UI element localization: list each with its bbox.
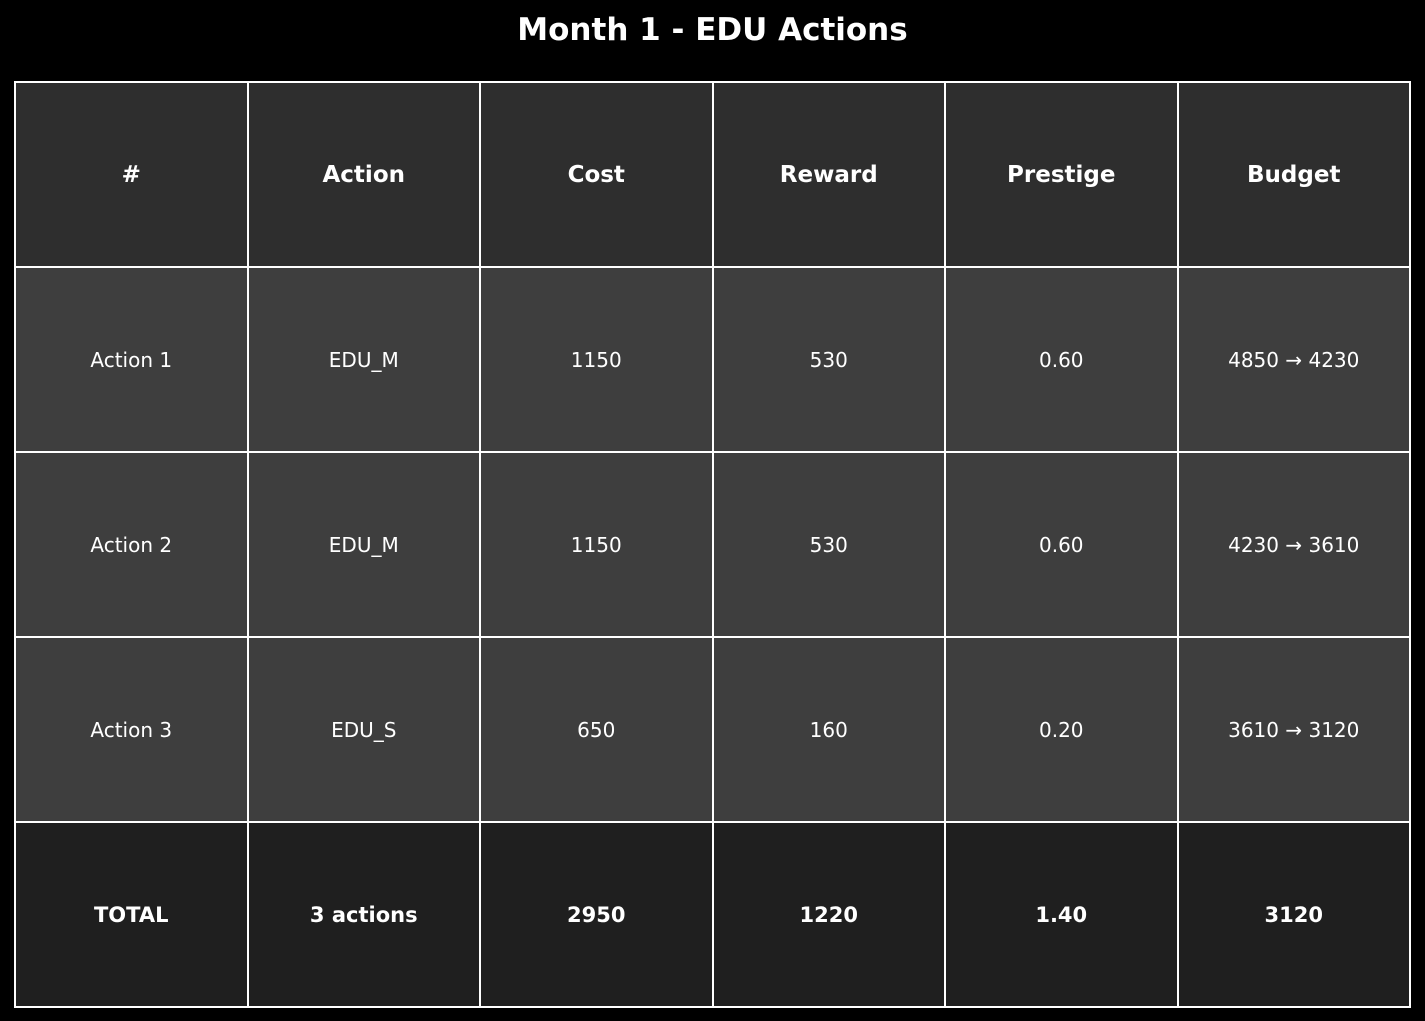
actions-table: # Action Cost Reward Prestige Budget Act…: [14, 81, 1411, 1008]
chart-title: Month 1 - EDU Actions: [517, 12, 908, 48]
cell-action: EDU_M: [246, 451, 481, 638]
cell-action: EDU_M: [246, 266, 481, 453]
table-row: Action 3 EDU_S 650 160 0.20 3610 → 3120: [14, 636, 1411, 823]
cell-budget: 3610 → 3120: [1176, 636, 1411, 823]
total-cell-action-count: 3 actions: [246, 821, 481, 1008]
header-cell-cost: Cost: [479, 81, 714, 268]
header-row: # Action Cost Reward Prestige Budget: [14, 81, 1411, 268]
table-row: Action 2 EDU_M 1150 530 0.60 4230 → 3610: [14, 451, 1411, 638]
cell-budget: 4850 → 4230: [1176, 266, 1411, 453]
header-cell-action: Action: [246, 81, 481, 268]
cell-prestige: 0.60: [944, 451, 1179, 638]
cell-budget: 4230 → 3610: [1176, 451, 1411, 638]
table-row: Action 1 EDU_M 1150 530 0.60 4850 → 4230: [14, 266, 1411, 453]
cell-number: Action 1: [14, 266, 249, 453]
cell-cost: 650: [479, 636, 714, 823]
header-cell-number: #: [14, 81, 249, 268]
total-cell-cost: 2950: [479, 821, 714, 1008]
cell-cost: 1150: [479, 451, 714, 638]
cell-reward: 530: [711, 266, 946, 453]
cell-action: EDU_S: [246, 636, 481, 823]
cell-reward: 160: [711, 636, 946, 823]
cell-cost: 1150: [479, 266, 714, 453]
header-cell-reward: Reward: [711, 81, 946, 268]
total-cell-prestige: 1.40: [944, 821, 1179, 1008]
total-cell-label: TOTAL: [14, 821, 249, 1008]
cell-reward: 530: [711, 451, 946, 638]
total-row: TOTAL 3 actions 2950 1220 1.40 3120: [14, 821, 1411, 1008]
header-cell-prestige: Prestige: [944, 81, 1179, 268]
header-cell-budget: Budget: [1176, 81, 1411, 268]
cell-number: Action 2: [14, 451, 249, 638]
total-cell-reward: 1220: [711, 821, 946, 1008]
total-cell-budget: 3120: [1176, 821, 1411, 1008]
cell-number: Action 3: [14, 636, 249, 823]
cell-prestige: 0.60: [944, 266, 1179, 453]
cell-prestige: 0.20: [944, 636, 1179, 823]
